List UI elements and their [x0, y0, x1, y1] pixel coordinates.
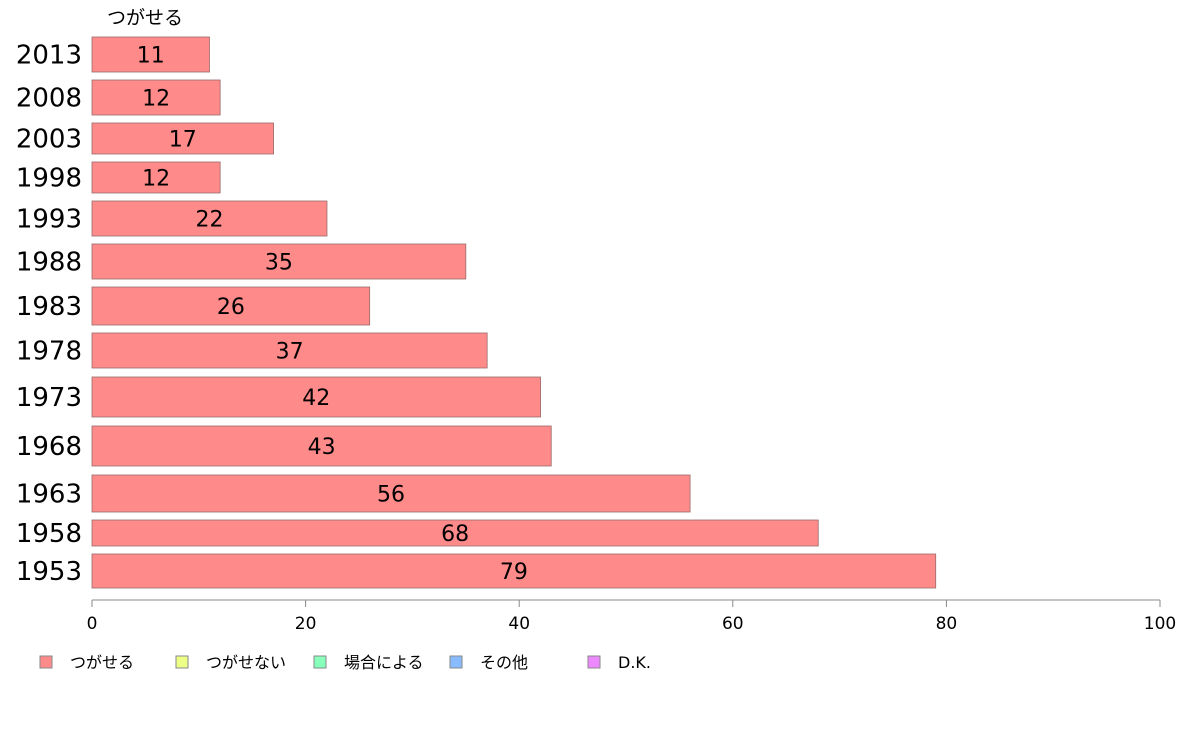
bar-1973 [91, 376, 541, 418]
year-label-1988: 1988 [16, 248, 82, 278]
value-label-2013: 11 [137, 44, 165, 69]
value-label-2003: 17 [169, 128, 197, 153]
value-label-2008: 12 [142, 87, 170, 112]
bar-1998 [91, 161, 221, 194]
value-label-1973: 42 [302, 386, 330, 411]
value-label-1963: 56 [377, 483, 405, 508]
year-label-1983: 1983 [16, 292, 82, 322]
legend-label-4: D.K. [618, 653, 651, 672]
year-label-1973: 1973 [16, 383, 82, 413]
year-label-1993: 1993 [16, 205, 82, 235]
x-tick-label-60: 60 [722, 614, 744, 634]
x-tick-label-20: 20 [295, 614, 317, 634]
year-label-2003: 2003 [16, 125, 82, 155]
year-label-2013: 2013 [16, 41, 82, 71]
legend-swatch-0 [39, 655, 53, 669]
series-title: つがせる [107, 7, 183, 29]
year-label-1968: 1968 [16, 432, 82, 462]
year-label-1998: 1998 [16, 164, 82, 194]
bar-2008 [91, 79, 221, 116]
value-label-1958: 68 [441, 522, 469, 547]
year-label-1958: 1958 [16, 519, 82, 549]
year-label-1953: 1953 [16, 557, 82, 587]
legend-label-0: つがせる [70, 653, 134, 672]
value-label-1998: 12 [142, 167, 170, 192]
bar-1963 [91, 474, 691, 513]
value-label-1953: 79 [500, 560, 528, 585]
legend-swatch-4 [587, 655, 601, 669]
bar-1988 [91, 243, 467, 280]
legend: つがせる つがせない 場合による その他 D.K. [39, 653, 651, 672]
legend-swatch-2 [313, 655, 327, 669]
bar-1958 [91, 519, 819, 547]
value-label-1993: 22 [195, 208, 223, 233]
value-label-1988: 35 [265, 251, 293, 276]
x-tick-label-40: 40 [508, 614, 530, 634]
x-axis: 0 20 40 60 80 100 [87, 599, 1176, 634]
bar-1978 [91, 332, 488, 369]
bar-2003 [91, 122, 274, 155]
bar-1968 [91, 425, 552, 467]
x-tick-label-80: 80 [936, 614, 958, 634]
bar-1993 [91, 200, 328, 237]
bar-2013 [91, 36, 210, 73]
year-label-1963: 1963 [16, 480, 82, 510]
bar-1953 [91, 553, 937, 589]
x-tick-label-0: 0 [87, 614, 98, 634]
x-tick-label-100: 100 [1144, 614, 1176, 634]
value-label-1968: 43 [308, 435, 336, 460]
value-label-1978: 37 [276, 340, 304, 365]
year-label-1978: 1978 [16, 337, 82, 367]
bars-group: 2013 11 2008 12 2003 17 1998 12 1993 22 1988 35 1983… [16, 36, 937, 589]
bar-1983 [91, 286, 371, 326]
legend-label-2: 場合による [344, 653, 424, 672]
legend-label-1: つがせない [206, 653, 286, 672]
legend-swatch-1 [175, 655, 189, 669]
value-label-1983: 26 [217, 295, 245, 320]
legend-swatch-3 [449, 655, 463, 669]
legend-label-3: その他 [480, 653, 528, 672]
year-label-2008: 2008 [16, 84, 82, 114]
